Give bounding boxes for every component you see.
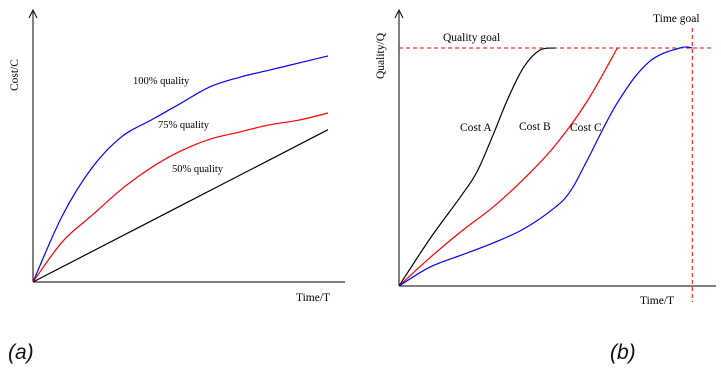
a-x-axis-title: Time/T	[296, 292, 330, 304]
panel-a-caption: (a)	[8, 341, 34, 364]
a-series-50-quality-line	[32, 129, 329, 283]
quality-goal-label: Quality goal	[443, 32, 500, 44]
b-series-cost-a-line	[398, 47, 556, 287]
b-series-cost-b-line	[398, 47, 618, 287]
b-series-cost-c-label: Cost C	[570, 122, 602, 134]
panel-b-caption: (b)	[610, 341, 636, 364]
a-y-axis-title: Cost/C	[9, 59, 21, 91]
panel-b: Quality/Q Time/T Quality goal Time goal …	[375, 8, 716, 307]
b-series-cost-c-line	[398, 46, 693, 287]
b-y-axis-arrow	[394, 8, 404, 19]
a-series-100-quality-label: 100% quality	[133, 76, 190, 87]
b-x-axis-title: Time/T	[640, 295, 674, 307]
a-series-75-quality-label: 75% quality	[158, 120, 210, 131]
time-goal-label: Time goal	[653, 13, 700, 25]
a-series-50-quality-label: 50% quality	[172, 164, 224, 175]
b-series-cost-a-label: Cost A	[460, 122, 492, 134]
panel-a: Cost/C Time/T 100% quality 75% quality 5…	[9, 8, 345, 304]
a-series-75-quality-line	[32, 112, 329, 283]
a-y-axis-arrow	[28, 8, 38, 19]
b-y-axis-title: Quality/Q	[375, 32, 387, 79]
a-series-100-quality-line	[32, 55, 329, 283]
b-series-cost-b-label: Cost B	[519, 121, 551, 133]
